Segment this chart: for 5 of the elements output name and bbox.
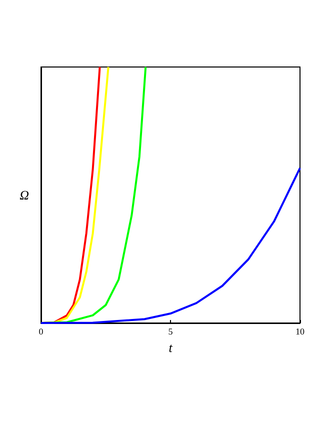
x-axis-title: t [168, 340, 173, 355]
x-tick-label: 10 [296, 326, 305, 336]
x-tick-label: 0 [38, 326, 44, 336]
x-tick-label: 5 [168, 326, 174, 336]
y-axis-title: Ω [20, 188, 29, 202]
